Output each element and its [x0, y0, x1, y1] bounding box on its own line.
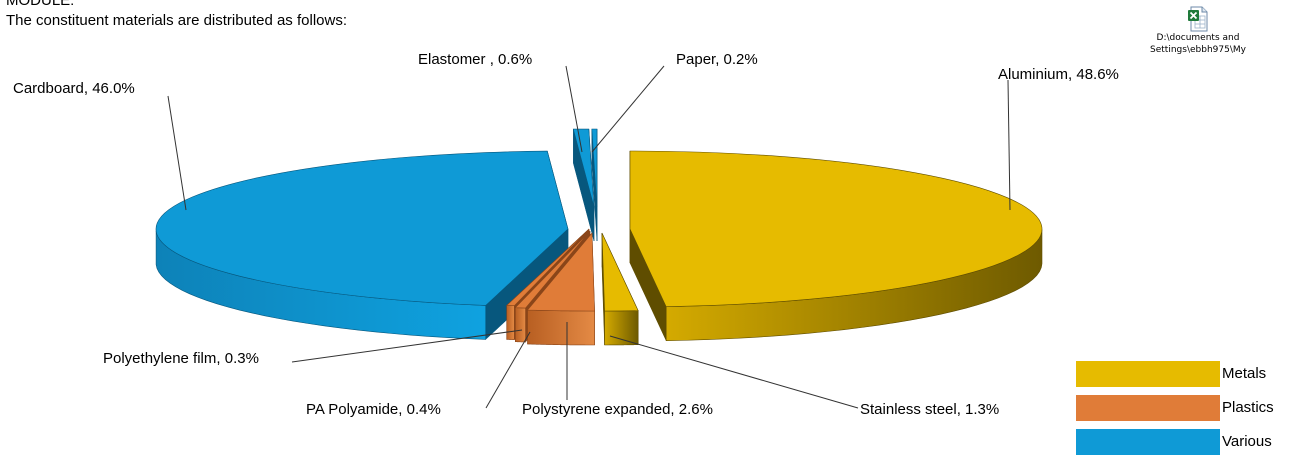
data-label-polyethylene-film: Polyethylene film, 0.3% [103, 350, 259, 367]
data-label-cardboard: Cardboard, 46.0% [13, 80, 135, 97]
legend-item-plastics: Plastics [1076, 395, 1298, 425]
excel-file-icon[interactable] [1187, 6, 1209, 32]
leader-line-stainless-steel [609, 335, 859, 409]
leader-line-pa-polyamide [485, 331, 531, 409]
leader-line-elastomer [565, 65, 583, 153]
data-label-elastomer: Elastomer , 0.6% [418, 51, 532, 68]
legend-item-various: Various [1076, 429, 1298, 459]
legend-swatch-plastics [1076, 395, 1220, 421]
embedded-file[interactable]: D:\documents and Settings\ebbh975\My [1150, 6, 1246, 56]
leader-line-polyethylene-film [291, 329, 523, 363]
data-label-stainless-steel: Stainless steel, 1.3% [860, 401, 999, 418]
pie-slice-cardboard [155, 150, 569, 341]
heading-text: MODULE: [6, 0, 75, 9]
intro-text: The constituent materials are distribute… [6, 12, 347, 29]
pie-slice-stainless-steel [601, 232, 639, 346]
data-label-pa-polyamide: PA Polyamide, 0.4% [306, 401, 441, 418]
legend-swatch-metals [1076, 361, 1220, 387]
leader-line-aluminium [1007, 79, 1011, 211]
data-label-polystyrene-expanded: Polystyrene expanded, 2.6% [522, 401, 713, 418]
leader-line-paper [591, 65, 665, 153]
legend-label-metals: Metals [1222, 365, 1267, 382]
file-caption-line1: D:\documents and [1156, 33, 1240, 43]
pie-slice-polystyrene-expanded [526, 232, 595, 346]
data-label-aluminium: Aluminium, 48.6% [998, 66, 1119, 83]
legend-label-plastics: Plastics [1222, 399, 1274, 416]
file-caption-line2: Settings\ebbh975\My [1150, 45, 1246, 55]
chart-legend: Metals Plastics Various [1076, 361, 1298, 463]
pie-slice-paper [591, 128, 598, 242]
pie-slice-elastomer [572, 128, 595, 242]
pie-slice-aluminium [629, 150, 1043, 342]
leader-line-cardboard [167, 95, 187, 211]
data-label-paper: Paper, 0.2% [676, 51, 758, 68]
legend-swatch-various [1076, 429, 1220, 455]
legend-item-metals: Metals [1076, 361, 1298, 391]
legend-label-various: Various [1222, 433, 1272, 450]
